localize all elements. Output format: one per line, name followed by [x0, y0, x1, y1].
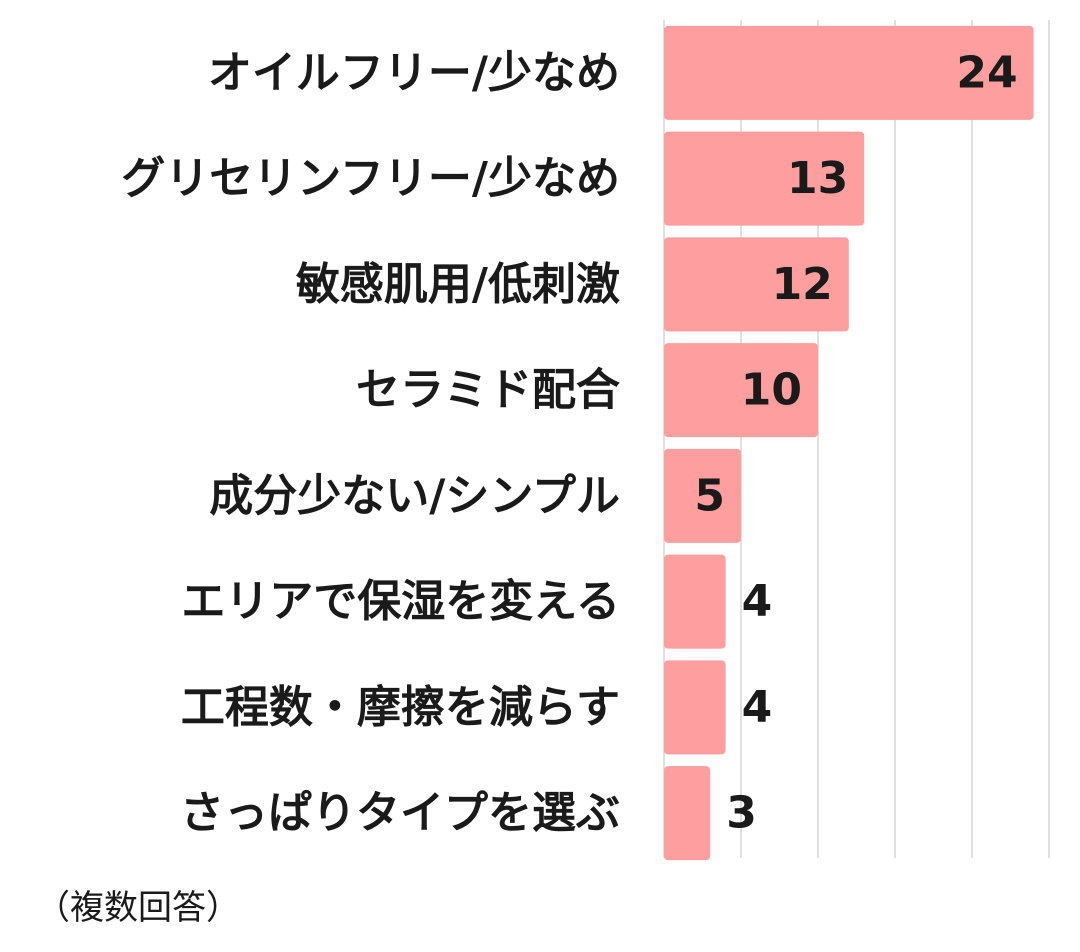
category-label: オイルフリー/少なめ — [208, 47, 620, 98]
value-label: 10 — [741, 365, 802, 416]
value-label: 3 — [726, 788, 757, 839]
value-label: 4 — [742, 576, 773, 627]
category-label: さっぱりタイプを選ぶ — [180, 788, 620, 839]
category-labels: オイルフリー/少なめグリセリンフリー/少なめ敏感肌用/低刺激セラミド配合成分少な… — [121, 47, 620, 838]
bar — [664, 766, 711, 861]
bars-group — [664, 25, 1034, 861]
value-label: 24 — [956, 47, 1017, 98]
value-label: 4 — [742, 682, 773, 733]
multiple-answer-note: （複数回答） — [36, 888, 240, 928]
category-label: グリセリンフリー/少なめ — [121, 153, 620, 204]
category-label: エリアで保湿を変える — [181, 576, 620, 627]
bar — [664, 25, 1034, 120]
value-label: 12 — [772, 259, 833, 310]
value-label: 5 — [694, 470, 725, 521]
bar — [664, 131, 865, 226]
category-label: 敏感肌用/低刺激 — [296, 259, 620, 310]
bar — [664, 343, 818, 438]
value-labels: 24 13 12 10 5 4 4 3 — [694, 47, 1017, 838]
bar — [664, 448, 741, 543]
category-label: 工程数・摩擦を減らす — [181, 682, 620, 733]
bar — [664, 237, 849, 332]
bar — [664, 660, 726, 755]
category-label: セラミド配合 — [356, 365, 620, 416]
category-label: 成分少ない/シンプル — [209, 470, 620, 521]
bar — [664, 554, 726, 649]
value-label: 13 — [787, 153, 848, 204]
